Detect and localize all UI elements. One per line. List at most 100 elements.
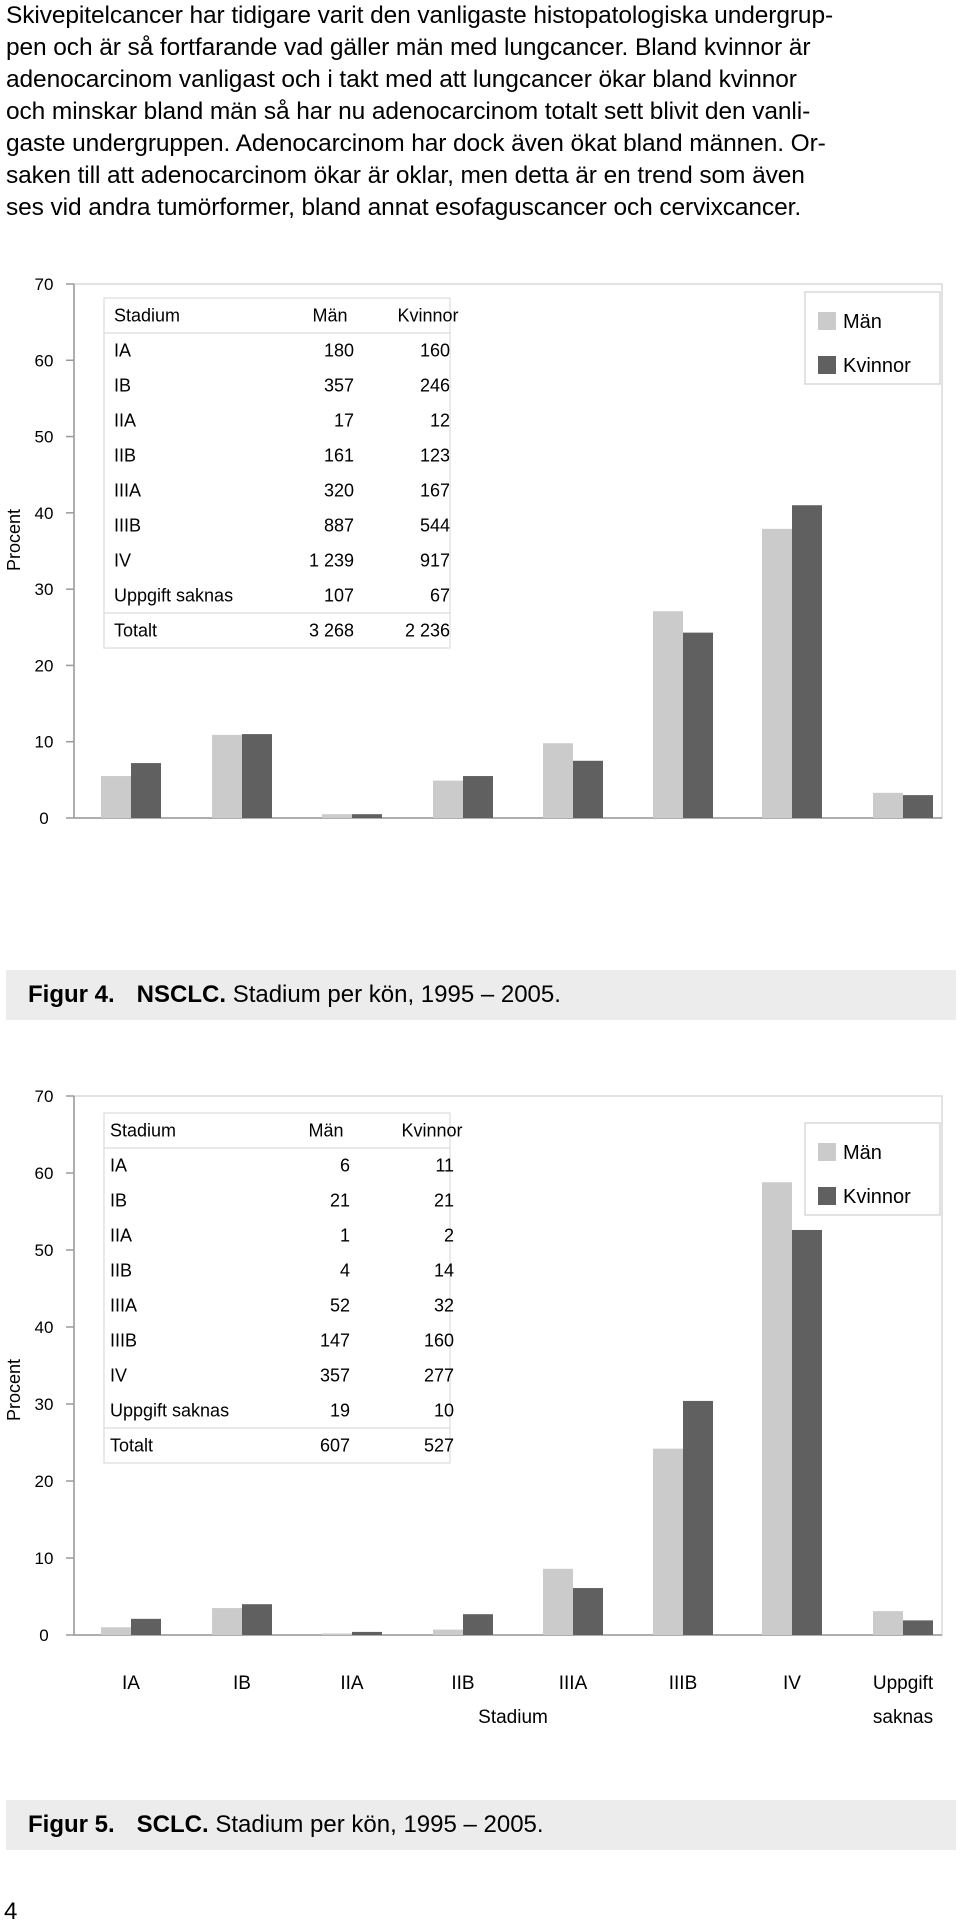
fig5-x-tick-label: IIIB [669,1673,698,1694]
fig5-table-cell-kvinnor: 2 [444,1226,454,1246]
fig5-y-tick-label: 20 [35,1472,54,1491]
fig4-table-cell-kvinnor: 2 236 [405,621,450,641]
fig5-bar-kvinnor [352,1631,382,1635]
fig4-table-cell-man: 17 [334,411,354,431]
fig5-x-tick-label: IIA [340,1673,364,1694]
fig4-y-axis-label: Procent [4,509,24,571]
intro-line: ses vid andra tumörformer, bland annat e… [6,194,802,221]
figure-5-chart-svg: 0 10 20 30 40 50 60 70 Procent IA IB IIA IIB IIIA IIIB… [4,1087,943,1728]
fig4-legend-swatch [818,312,836,330]
fig5-table-cell-stadium: Uppgift saknas [110,1401,229,1421]
fig5-y-axis-label: Procent [4,1359,24,1421]
fig4-bar-kvinnor [573,760,603,818]
fig4-table-cell-kvinnor: 246 [420,376,450,396]
fig4-y-tick-label: 70 [35,275,54,294]
fig4-legend-label: Män [843,311,882,333]
fig4-y-tick-label: 50 [35,428,54,447]
fig5-table-cell-kvinnor: 277 [424,1366,454,1386]
fig5-table-cell-man: 357 [320,1366,350,1386]
fig5-bar-kvinnor [242,1604,272,1635]
fig5-table-cell-kvinnor: 21 [434,1191,454,1211]
fig5-legend-swatch [818,1143,836,1161]
fig5-bar-kvinnor [903,1620,933,1635]
intro-paragraph: Skivepitelcancer har tidigare varit den … [6,0,954,224]
fig4-table-cell-kvinnor: 67 [430,586,450,606]
intro-line: saken till att adenocarcinom ökar är okl… [6,162,805,189]
figure-4-caption: Figur 4. NSCLC. Stadium per kön, 1995 – 2… [6,970,956,1020]
fig5-table-cell-man: 607 [320,1436,350,1456]
fig4-bar-man [762,528,792,818]
fig5-bar-kvinnor [683,1400,713,1635]
figure-5-label: Figur 5. [28,1811,115,1838]
fig4-legend-swatch [818,356,836,374]
fig5-x-tick-label: Uppgift [873,1673,934,1694]
figure-5-text: Stadium per kön, 1995 – 2005. [215,1811,544,1838]
fig4-table-cell-kvinnor: 167 [420,481,450,501]
fig5-x-tick-label: IIB [451,1673,474,1694]
fig4-table-cell-man: 887 [324,516,354,536]
fig5-table-cell-man: 4 [340,1261,350,1281]
fig5-table-cell-stadium: IIIA [110,1296,137,1316]
fig5-y-tick-label: 30 [35,1395,54,1414]
fig5-table-cell-kvinnor: 11 [435,1156,454,1176]
fig4-table-cell-man: 357 [324,376,354,396]
intro-line: gaste undergruppen. Adenocarcinom har do… [6,130,826,157]
fig4-table-cell-kvinnor: 160 [420,341,450,361]
fig5-table-cell-man: 52 [330,1296,350,1316]
fig5-bar-kvinnor [573,1588,603,1635]
fig4-table-cell-kvinnor: 544 [420,516,450,536]
fig5-y-tick-label: 70 [35,1087,54,1106]
fig4-bar-kvinnor [242,734,272,818]
fig4-bar-kvinnor [683,632,713,818]
fig4-table-cell-stadium: Uppgift saknas [114,586,233,606]
fig4-table-cell-man: 1 239 [309,551,354,571]
fig4-table-frame [103,297,451,649]
fig4-table-header: Kvinnor [397,306,458,326]
fig5-y-tick-label: 60 [35,1164,54,1183]
fig5-table-cell-stadium: IV [110,1366,127,1386]
fig5-table-cell-kvinnor: 160 [424,1331,454,1351]
fig5-y-tick-label: 0 [39,1626,48,1645]
fig5-table-cell-stadium: IIB [110,1261,132,1281]
fig5-y-tick-label: 50 [35,1241,54,1260]
fig4-table-cell-man: 180 [324,341,354,361]
figure-5-subject: SCLC. [136,1811,209,1838]
fig5-table-cell-man: 1 [340,1226,350,1246]
intro-line: Skivepitelcancer har tidigare varit den … [6,2,834,29]
fig4-table-cell-man: 161 [324,446,354,466]
figure-4-chart: 0 10 20 30 40 50 60 70 Procent IA IB IIA IIB IIIA IIIB… [0,270,960,925]
fig4-bar-kvinnor [463,776,493,818]
fig4-bar-kvinnor [352,814,382,818]
fig4-table-cell-stadium: IIIB [114,516,141,536]
fig5-table-cell-stadium: IA [110,1156,127,1176]
fig5-table-cell-kvinnor: 14 [434,1261,454,1281]
intro-line: och minskar bland män så har nu adenocar… [6,98,811,125]
fig4-bar-kvinnor [792,505,822,818]
fig5-legend-swatch [818,1187,836,1205]
fig4-table-cell-stadium: IB [114,376,131,396]
fig5-x-tick-label: IA [122,1673,140,1694]
fig4-bar-kvinnor [903,795,933,818]
fig4-bar-man [433,780,463,818]
fig5-table-cell-man: 6 [340,1156,350,1176]
fig5-bar-man [653,1448,683,1635]
fig5-y-tick-label: 10 [35,1549,54,1568]
fig4-table-cell-man: 320 [324,481,354,501]
fig4-bar-man [653,611,683,818]
fig5-x-tick-label: IB [233,1673,251,1694]
fig5-table-cell-stadium: IB [110,1191,127,1211]
figure-4-label: Figur 4. [28,981,115,1008]
fig4-bar-man [322,814,352,818]
fig4-table-cell-kvinnor: 123 [420,446,450,466]
fig4-table-cell-stadium: IA [114,341,131,361]
fig5-bar-man [873,1611,903,1635]
fig5-table-header: Kvinnor [401,1121,462,1141]
fig5-table-cell-man: 21 [330,1191,350,1211]
fig5-table-cell-kvinnor: 32 [434,1296,454,1316]
fig4-table-cell-stadium: IIB [114,446,136,466]
fig4-y-tick-label: 60 [35,351,54,370]
page-number: 4 [4,1898,18,1925]
fig4-table-cell-man: 3 268 [309,621,354,641]
fig4-legend-label: Kvinnor [843,355,911,377]
fig5-bar-kvinnor [463,1614,493,1635]
